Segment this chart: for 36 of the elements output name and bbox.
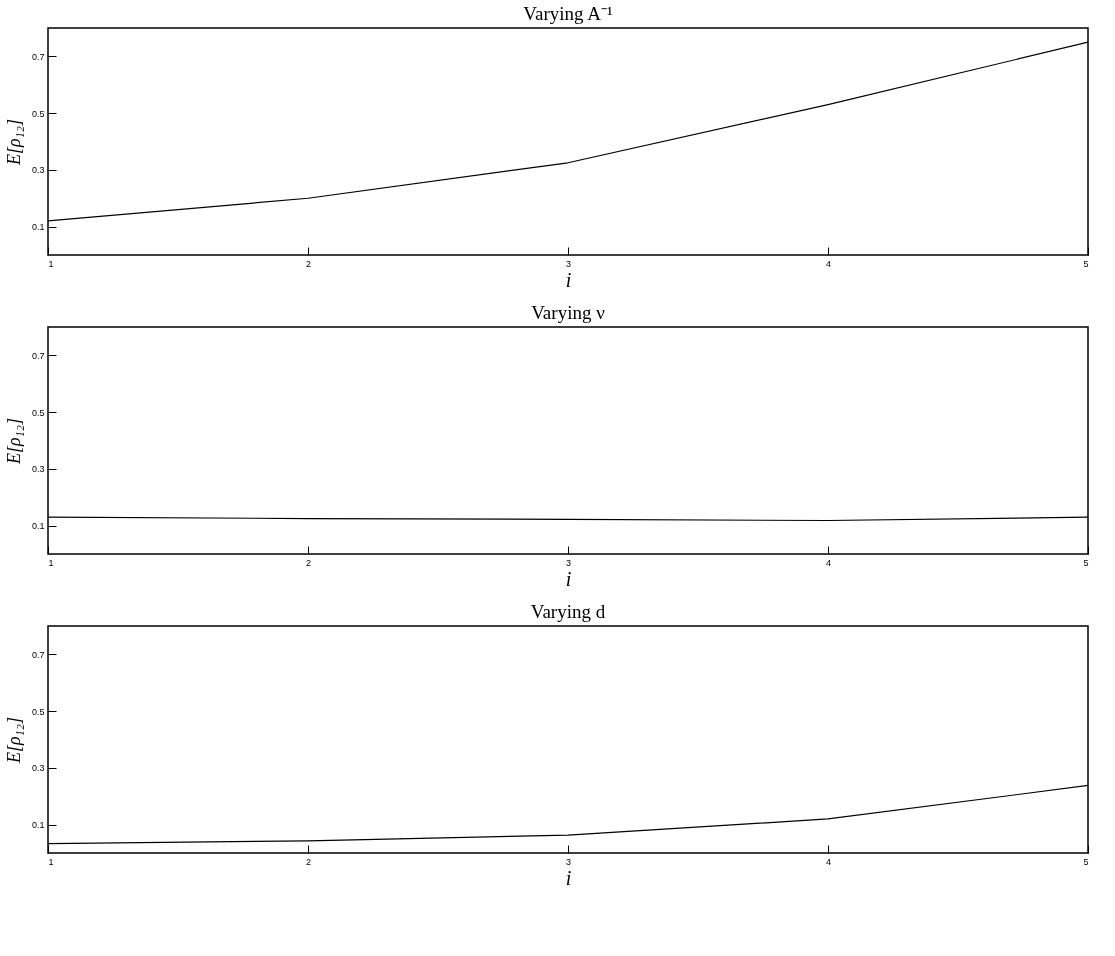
y-tick-label: 0.5 <box>31 108 45 119</box>
y-tick-label: 0.3 <box>31 763 45 774</box>
y-axis-title: E[ρ₁₂] <box>3 716 24 765</box>
x-tick-label: 4 <box>825 258 832 269</box>
x-tick-label: 1 <box>48 557 54 568</box>
chart-title: Varying ν <box>531 302 606 323</box>
x-axis-title: i <box>565 866 572 889</box>
chart-title: Varying d <box>530 601 606 622</box>
x-tick-label: 5 <box>1083 258 1089 269</box>
x-axis-title: i <box>565 268 572 291</box>
y-tick-label: 0.1 <box>31 521 45 532</box>
x-tick-label: 4 <box>825 557 832 568</box>
x-tick-label: 2 <box>305 557 312 568</box>
y-tick-label: 0.7 <box>31 51 45 62</box>
y-tick-label: 0.7 <box>31 649 45 660</box>
y-tick-label: 0.3 <box>31 464 45 475</box>
y-tick-label: 0.3 <box>31 165 45 176</box>
x-tick-label: 2 <box>305 258 312 269</box>
x-tick-label: 4 <box>825 856 832 867</box>
x-tick-label: 5 <box>1083 856 1089 867</box>
x-axis-title: i <box>565 567 572 590</box>
y-axis-title: E[ρ₁₂] <box>3 118 24 167</box>
x-tick-label: 1 <box>48 856 54 867</box>
y-tick-label: 0.1 <box>31 820 45 831</box>
x-tick-label: 3 <box>565 856 572 867</box>
y-tick-label: 0.5 <box>31 706 45 717</box>
x-tick-label: 3 <box>565 258 572 269</box>
y-axis-title: E[ρ₁₂] <box>3 417 24 466</box>
chart-title: Varying A⁻¹ <box>523 3 613 24</box>
x-tick-label: 5 <box>1083 557 1089 568</box>
x-tick-label: 3 <box>565 557 572 568</box>
y-tick-label: 0.7 <box>31 350 45 361</box>
x-tick-label: 2 <box>305 856 312 867</box>
y-tick-label: 0.1 <box>31 222 45 233</box>
y-tick-label: 0.5 <box>31 407 45 418</box>
x-tick-label: 1 <box>48 258 54 269</box>
